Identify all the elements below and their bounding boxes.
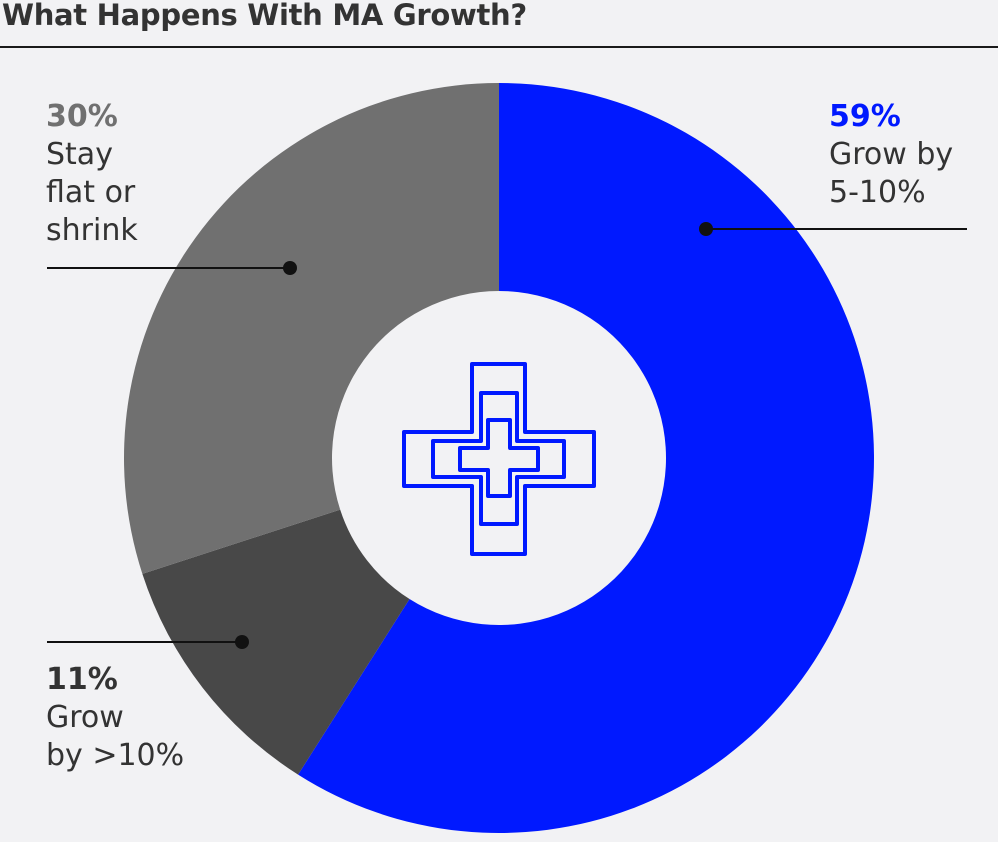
slice-label-line: Stay: [46, 137, 113, 172]
slice-label-line: shrink: [46, 213, 138, 248]
slice-label-line: Grow by: [829, 137, 954, 172]
leader-line-flat-shrink: [47, 261, 297, 275]
slice-label-line: 5-10%: [829, 175, 926, 210]
medical-cross-icon: [402, 362, 596, 556]
title-divider: [0, 46, 998, 48]
leader-line-grow-over-10: [47, 635, 249, 649]
slice-label-line: by >10%: [46, 738, 185, 773]
value-label: 59%: [829, 99, 901, 134]
value-label: 30%: [46, 99, 118, 134]
label-flat-shrink: 30% Stay flat or shrink: [46, 98, 138, 250]
chart-title: What Happens With MA Growth?: [2, 0, 527, 32]
donut-slice-stay-flat-or-shrink: [123, 83, 500, 574]
slice-label-line: flat or: [46, 175, 136, 210]
label-grow-over-10: 11% Grow by >10%: [46, 661, 184, 775]
leader-line-grow-5-10: [699, 222, 967, 236]
donut-slice-grow-by-10-: [142, 509, 410, 775]
label-grow-5-10: 59% Grow by 5-10%: [829, 98, 953, 212]
donut-slice-grow-by-5-10-: [298, 83, 874, 833]
value-label: 11%: [46, 662, 118, 697]
slice-label-line: Grow: [46, 700, 124, 735]
